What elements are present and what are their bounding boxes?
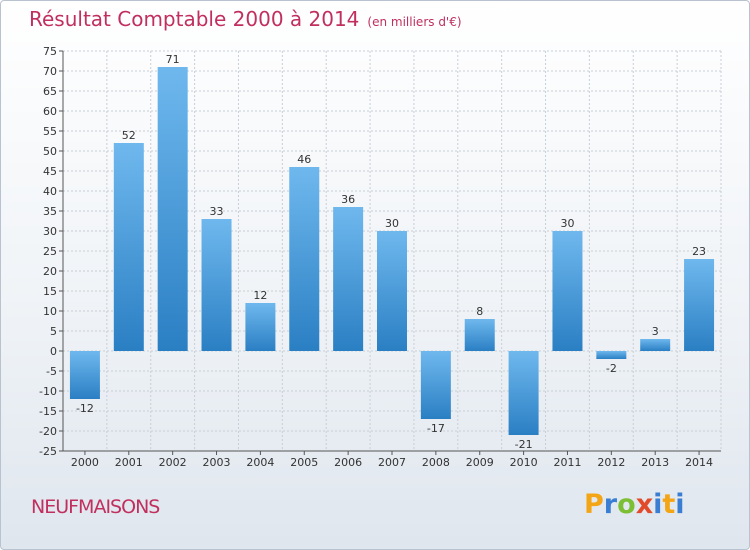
data-label: 12 [253, 289, 267, 302]
y-tick-label: 20 [43, 265, 57, 278]
x-tick-label: 2005 [290, 456, 318, 469]
commune-name: NEUFMAISONS [31, 496, 160, 518]
x-tick-label: 2001 [115, 456, 143, 469]
logo-letter: o [617, 489, 636, 520]
y-tick-label: -15 [39, 405, 57, 418]
y-tick-label: 70 [43, 65, 57, 78]
x-tick-label: 2004 [246, 456, 274, 469]
data-label: 36 [341, 193, 355, 206]
x-tick-label: 2008 [422, 456, 450, 469]
y-tick-label: 40 [43, 185, 57, 198]
y-tick-label: 10 [43, 305, 57, 318]
y-tick-label: 0 [50, 345, 57, 358]
y-tick-label: -10 [39, 385, 57, 398]
y-tick-label: 75 [43, 45, 57, 58]
x-tick-label: 2006 [334, 456, 362, 469]
logo-letter: P [584, 489, 604, 520]
bars [69, 67, 715, 435]
y-tick-label: 35 [43, 205, 57, 218]
x-tick-label: 2000 [71, 456, 99, 469]
bar-2009 [464, 319, 495, 351]
data-label: 71 [166, 53, 180, 66]
data-label: -12 [76, 402, 94, 415]
bar-2012 [596, 351, 627, 359]
y-tick-label: 5 [50, 325, 57, 338]
chart-title-text: Résultat Comptable 2000 à 2014 [29, 7, 360, 31]
bar-2014 [684, 259, 715, 351]
bar-2002 [157, 67, 188, 351]
bar-2005 [289, 167, 320, 351]
bar-2011 [552, 231, 583, 351]
y-tick-label: 15 [43, 285, 57, 298]
data-label: -2 [606, 362, 617, 375]
data-label: 33 [210, 205, 224, 218]
logo-letter: i [675, 489, 685, 520]
data-label: 52 [122, 129, 136, 142]
data-label: 8 [476, 305, 483, 318]
y-tick-label: -5 [46, 365, 57, 378]
y-tick-label: 50 [43, 145, 57, 158]
proxiti-logo: Proxiti [584, 489, 685, 520]
bar-2003 [201, 219, 232, 351]
data-label: 46 [297, 153, 311, 166]
data-label: 30 [385, 217, 399, 230]
y-tick-label: 55 [43, 125, 57, 138]
logo-letter: x [635, 489, 654, 520]
logo-letter: t [662, 489, 676, 520]
bar-2006 [333, 207, 364, 351]
x-tick-label: 2011 [553, 456, 581, 469]
data-label: 23 [692, 245, 706, 258]
y-tick-label: -25 [39, 445, 57, 458]
x-tick-label: 2013 [641, 456, 669, 469]
data-labels: -12 52 71 33 12 46 36 30 -17 8 -21 30 -2 3 23 [76, 53, 706, 451]
x-axis-ticks: 2000 2001 2002 2003 2004 2005 2006 2007 2008 2009… [71, 451, 713, 469]
logo-letter: r [603, 489, 618, 520]
data-label: -21 [515, 438, 533, 451]
data-label: 3 [652, 325, 659, 338]
y-tick-label: -20 [39, 425, 57, 438]
bar-2000 [69, 351, 100, 399]
x-tick-label: 2009 [466, 456, 494, 469]
logo-letter: i [653, 489, 663, 520]
y-tick-label: 60 [43, 105, 57, 118]
x-tick-label: 2002 [159, 456, 187, 469]
x-tick-label: 2003 [203, 456, 231, 469]
y-tick-label: 65 [43, 85, 57, 98]
x-tick-label: 2014 [685, 456, 713, 469]
chart-subtitle: (en milliers d'€) [367, 15, 462, 29]
chart-title: Résultat Comptable 2000 à 2014 (en millie… [29, 7, 462, 31]
x-tick-label: 2012 [597, 456, 625, 469]
bar-2007 [377, 231, 407, 351]
data-label: 30 [560, 217, 574, 230]
y-axis-ticks: -25 -20 -15 -10 -5 0 5 10 15 20 25 30 35 40 45 50 55 60 65… [39, 45, 63, 458]
bar-2010 [508, 351, 539, 435]
x-tick-label: 2007 [378, 456, 406, 469]
y-tick-label: 45 [43, 165, 57, 178]
y-tick-label: 25 [43, 245, 57, 258]
x-tick-label: 2010 [510, 456, 538, 469]
bar-2004 [245, 303, 276, 351]
bar-chart: -25 -20 -15 -10 -5 0 5 10 15 20 25 30 35 40 45 50 55 60 65… [39, 45, 722, 469]
y-tick-label: 30 [43, 225, 57, 238]
bar-2008 [420, 351, 451, 419]
data-label: -17 [427, 422, 445, 435]
bar-2001 [113, 143, 144, 351]
bar-2013 [640, 339, 671, 351]
